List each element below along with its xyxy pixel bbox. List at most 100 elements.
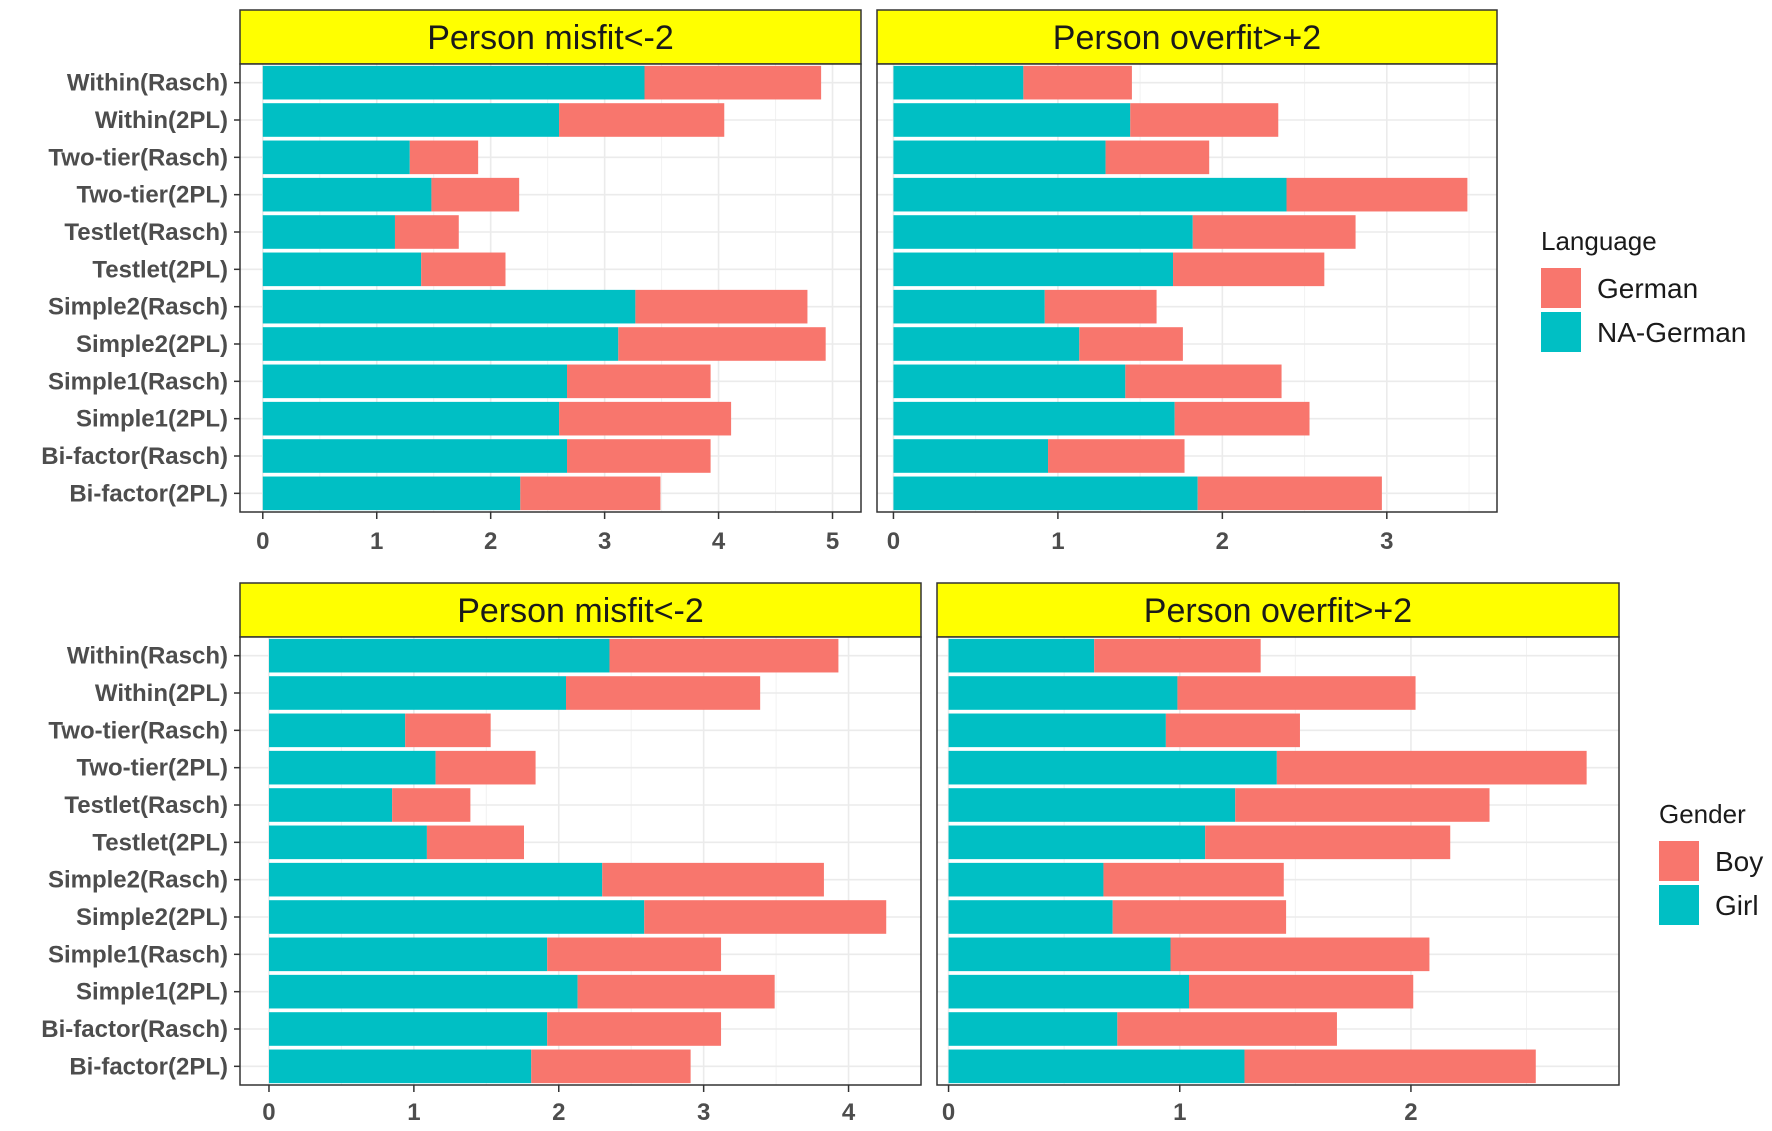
facet-panel-2: Person overfit>+2 0 1 2 3 xyxy=(876,9,1498,555)
bar-boy-two-tier-rasch xyxy=(405,713,491,748)
bar-german-within-rasch xyxy=(644,65,822,100)
bar-boy-two-tier-rasch xyxy=(1165,713,1300,748)
bar-german-two-tier-rasch xyxy=(409,140,479,175)
facet-panel-1: Person misfit<-2 Within(Rasch) Within(2PL)… xyxy=(41,9,862,555)
y-tick-label: Simple2(Rasch) xyxy=(48,867,228,894)
y-tick-label: Testlet(2PL) xyxy=(92,256,228,283)
bar-german-within-rasch xyxy=(1023,65,1132,100)
bar-girl-two-tier-2pl xyxy=(948,750,1277,785)
facet-strip xyxy=(936,582,1620,638)
y-tick-label: Bi-factor(Rasch) xyxy=(41,443,228,470)
facet-title: Person overfit>+2 xyxy=(1053,19,1321,57)
bar-boy-within-2pl xyxy=(1177,676,1416,710)
y-tick-label: Bi-factor(Rasch) xyxy=(41,1016,228,1043)
bar-boy-bi-factor-rasch xyxy=(547,1012,722,1046)
x-tick-label: 1 xyxy=(407,1099,420,1126)
legend-language: Language German NA-German xyxy=(1541,226,1746,352)
y-tick-label: Testlet(2PL) xyxy=(92,829,228,856)
bar-na-german-simple2-2pl xyxy=(262,327,619,361)
y-tick-label: Within(Rasch) xyxy=(67,643,228,670)
bar-girl-simple1-rasch xyxy=(948,937,1171,972)
bar-german-two-tier-2pl xyxy=(1286,177,1468,212)
x-tick-label: 1 xyxy=(370,528,383,555)
bar-na-german-simple2-rasch xyxy=(262,289,636,324)
y-tick-label: Within(Rasch) xyxy=(67,70,228,97)
bar-boy-within-2pl xyxy=(566,676,761,710)
x-tick-label: 2 xyxy=(484,528,497,555)
facet-title: Person misfit<-2 xyxy=(427,19,674,57)
bar-na-german-two-tier-rasch xyxy=(893,140,1106,175)
x-tick-label: 0 xyxy=(887,528,900,555)
legend-key-boy xyxy=(1659,841,1699,881)
facet-panel-4: Person overfit>+2 0 1 2 xyxy=(936,582,1620,1126)
bar-na-german-testlet-rasch xyxy=(262,215,395,249)
bar-na-german-bi-factor-2pl xyxy=(262,476,521,511)
bar-boy-testlet-rasch xyxy=(1235,788,1490,822)
x-tick-label: 0 xyxy=(256,528,269,555)
bar-boy-within-rasch xyxy=(609,638,839,673)
y-tick-label: Simple1(2PL) xyxy=(76,979,228,1006)
bar-girl-within-rasch xyxy=(948,638,1095,673)
bar-boy-bi-factor-2pl xyxy=(1244,1049,1536,1084)
legend-label: NA-German xyxy=(1597,317,1746,348)
bar-na-german-bi-factor-2pl xyxy=(893,476,1198,511)
bar-girl-testlet-2pl xyxy=(268,825,427,860)
x-tick-label: 3 xyxy=(598,528,611,555)
bar-na-german-testlet-2pl xyxy=(893,252,1174,287)
bar-girl-simple2-2pl xyxy=(948,900,1113,934)
x-tick-label: 0 xyxy=(262,1099,275,1126)
facet-title: Person misfit<-2 xyxy=(457,592,704,630)
facet-title: Person overfit>+2 xyxy=(1144,592,1412,630)
x-tick-label: 2 xyxy=(1404,1099,1417,1126)
bar-german-bi-factor-rasch xyxy=(567,439,711,473)
bar-na-german-within-rasch xyxy=(893,65,1024,100)
bar-boy-simple2-rasch xyxy=(1103,862,1284,897)
panel-border xyxy=(239,636,922,1086)
bar-na-german-within-2pl xyxy=(262,103,560,137)
y-tick-label: Within(2PL) xyxy=(95,680,228,707)
bar-german-two-tier-2pl xyxy=(431,177,520,212)
bar-boy-simple1-rasch xyxy=(547,937,722,972)
x-tick-label: 4 xyxy=(842,1099,856,1126)
bar-german-simple1-rasch xyxy=(1125,364,1282,399)
bar-german-simple1-rasch xyxy=(567,364,711,399)
facet-panel-3: Person misfit<-2 Within(Rasch) Within(2PL)… xyxy=(41,582,922,1126)
bar-girl-within-rasch xyxy=(268,638,610,673)
bar-german-simple2-rasch xyxy=(1044,289,1157,324)
bar-girl-bi-factor-2pl xyxy=(268,1049,532,1084)
bar-na-german-two-tier-rasch xyxy=(262,140,410,175)
bar-german-simple1-2pl xyxy=(559,401,732,436)
facet-strip xyxy=(239,582,922,638)
bar-boy-bi-factor-2pl xyxy=(531,1049,691,1084)
panel-background xyxy=(240,637,921,1085)
bar-girl-testlet-2pl xyxy=(948,825,1206,860)
y-tick-label: Two-tier(2PL) xyxy=(76,755,228,782)
bar-girl-two-tier-rasch xyxy=(268,713,406,748)
bar-na-german-two-tier-2pl xyxy=(893,177,1287,212)
bar-girl-two-tier-2pl xyxy=(268,750,436,785)
facet-strip xyxy=(239,9,862,65)
bar-na-german-simple1-2pl xyxy=(262,401,560,436)
bar-boy-simple2-2pl xyxy=(644,900,887,934)
bar-german-simple1-2pl xyxy=(1174,401,1310,436)
panel-background xyxy=(877,64,1497,512)
bar-german-simple2-rasch xyxy=(635,289,808,324)
bar-german-within-2pl xyxy=(559,103,725,137)
bar-german-two-tier-rasch xyxy=(1105,140,1210,175)
legend-key-na-german xyxy=(1541,312,1581,352)
bar-na-german-simple1-2pl xyxy=(893,401,1175,436)
bar-girl-two-tier-rasch xyxy=(948,713,1166,748)
bar-german-simple2-2pl xyxy=(1079,327,1183,361)
panel-border xyxy=(876,63,1498,513)
x-tick-label: 5 xyxy=(826,528,839,555)
bar-girl-simple1-2pl xyxy=(948,974,1189,1009)
bar-girl-testlet-rasch xyxy=(268,788,393,822)
y-tick-label: Simple2(Rasch) xyxy=(48,294,228,321)
y-tick-label: Within(2PL) xyxy=(95,107,228,134)
y-tick-label: Two-tier(Rasch) xyxy=(48,717,228,744)
bar-boy-simple1-rasch xyxy=(1170,937,1430,972)
bar-girl-simple1-rasch xyxy=(268,937,548,972)
legend-gender: Gender Boy Girl xyxy=(1659,799,1763,925)
bar-na-german-simple1-rasch xyxy=(893,364,1126,399)
